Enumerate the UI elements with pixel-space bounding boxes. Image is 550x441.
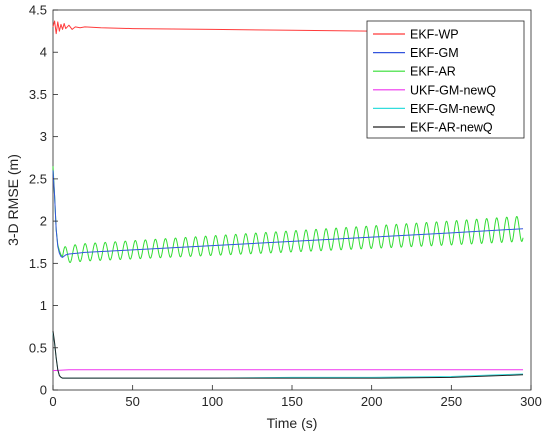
legend-label: EKF-AR xyxy=(410,65,456,79)
y-tick-label: 0.5 xyxy=(29,340,47,355)
series-line-ekf-wp xyxy=(52,20,524,35)
y-tick-label: 1.5 xyxy=(29,256,47,271)
ticks-layer: 0 50 100 150 200 250 300 0 0.5 1 1.5 2 2.5 3 3.5 4 4.5 xyxy=(29,3,542,410)
y-tick-label: 2.5 xyxy=(29,171,47,186)
x-tick-label: 200 xyxy=(361,394,383,409)
x-tick-label: 250 xyxy=(440,394,462,409)
x-axis-title: Time (s) xyxy=(267,415,318,431)
y-tick-label: 4 xyxy=(40,45,47,60)
y-tick-label: 1 xyxy=(40,298,47,313)
x-tick-label: 50 xyxy=(125,394,139,409)
y-tick-label: 4.5 xyxy=(29,3,47,18)
x-tick-label: 100 xyxy=(201,394,223,409)
legend-label: EKF-GM xyxy=(410,46,459,60)
y-tick-label: 0 xyxy=(40,383,47,398)
series-line-ekf-ar-newq xyxy=(52,330,524,379)
legend-box xyxy=(366,20,525,139)
legend-label: UKF-GM-newQ xyxy=(410,83,496,97)
y-tick-label: 2 xyxy=(40,214,47,229)
x-tick-label: 0 xyxy=(49,394,56,409)
y-tick-label: 3.5 xyxy=(29,87,47,102)
series-line-ukf-gm-newq xyxy=(52,369,524,372)
x-tick-label: 150 xyxy=(281,394,303,409)
series-line-ekf-gm xyxy=(52,170,524,258)
series-layer xyxy=(52,20,524,379)
y-tick-label: 3 xyxy=(40,129,47,144)
legend-label: EKF-GM-newQ xyxy=(410,102,496,116)
legend: EKF-WP EKF-GM EKF-AR UKF-GM-newQ EKF-GM-newQ… xyxy=(366,20,525,139)
y-axis-title: 3-D RMSE (m) xyxy=(5,154,21,246)
legend-items: EKF-WP EKF-GM EKF-AR UKF-GM-newQ EKF-GM-newQ… xyxy=(373,28,496,135)
series-line-ekf-ar xyxy=(52,166,524,264)
legend-label: EKF-AR-newQ xyxy=(410,121,493,135)
legend-label: EKF-WP xyxy=(410,28,459,42)
x-tick-label: 300 xyxy=(520,394,542,409)
